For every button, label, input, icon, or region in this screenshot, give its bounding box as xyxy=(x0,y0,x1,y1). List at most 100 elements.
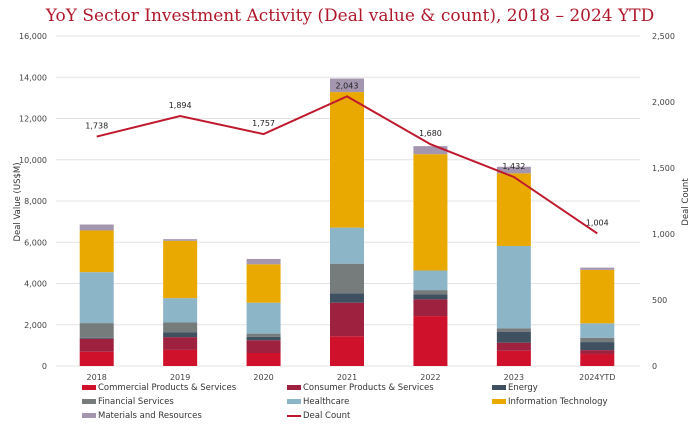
legend-swatch xyxy=(287,385,301,390)
y2-tick-label: 1,000 xyxy=(652,230,675,239)
legend-item: Commercial Products & Services xyxy=(82,381,287,394)
y2-tick-label: 2,000 xyxy=(652,98,675,107)
legend-label: Consumer Products & Services xyxy=(303,382,434,393)
y-tick-label: 8,000 xyxy=(24,197,47,206)
bar-segment xyxy=(246,340,281,354)
bar-segment xyxy=(330,302,364,337)
bar-segment xyxy=(413,154,448,271)
y-tick-label: 14,000 xyxy=(19,73,47,82)
y-tick-label: 4,000 xyxy=(24,280,47,289)
y-axis-title: Deal Value (US$M) xyxy=(13,162,23,241)
legend-label: Materials and Resources xyxy=(98,410,202,421)
legend-label: Financial Services xyxy=(98,396,174,407)
bar-segment xyxy=(413,146,448,155)
y-tick-label: 2,000 xyxy=(24,321,47,330)
bar-segment xyxy=(163,240,198,299)
bar-segment xyxy=(246,264,281,303)
x-tick-label: 2020 xyxy=(253,373,273,382)
bar-segment xyxy=(79,351,114,366)
legend-label: Energy xyxy=(508,382,538,393)
data-label: 1,432 xyxy=(502,162,525,171)
bar-stack xyxy=(79,224,114,366)
x-tick-label: 2021 xyxy=(337,373,357,382)
bar-segment xyxy=(163,239,198,241)
y2-tick-label: 0 xyxy=(652,362,657,371)
legend-line-swatch xyxy=(287,414,301,417)
bar-segment xyxy=(496,328,531,332)
y2-tick-label: 2,500 xyxy=(652,32,675,41)
bar-segment xyxy=(580,267,615,270)
bar-stack xyxy=(496,166,531,366)
legend-swatch xyxy=(82,385,96,390)
y-tick-label: 10,000 xyxy=(19,156,47,165)
bar-segment xyxy=(79,230,114,273)
bar-segment xyxy=(79,323,114,338)
data-label: 1,004 xyxy=(586,218,609,227)
y-axis-left: 0 2,000 4,000 6,000 8,000 10,000 12,000 14,000 1… xyxy=(19,32,47,371)
bar-segment xyxy=(246,333,281,337)
x-tick-label: 2018 xyxy=(87,373,107,382)
bar-stack xyxy=(246,258,281,366)
bar-segment xyxy=(580,342,615,351)
bar-segment xyxy=(413,294,448,300)
deal-count-line: 1,738 1,894 1,757 2,043 1,680 1,432 1,004 xyxy=(85,81,609,235)
x-axis: 2018 2019 2020 2021 2022 2023 2024YTD xyxy=(87,373,616,382)
legend-label: Deal Count xyxy=(303,410,351,421)
bar-segment xyxy=(246,336,281,341)
bar-segment xyxy=(79,338,114,352)
y2-axis-title: Deal Count xyxy=(681,178,691,226)
y-tick-label: 6,000 xyxy=(24,238,47,247)
bar-segment xyxy=(330,263,364,294)
bar-segment xyxy=(163,349,198,366)
legend-item: Financial Services xyxy=(82,395,287,408)
y-axis-right: 0 500 1,000 1,500 2,000 2,500 xyxy=(652,32,675,371)
y-tick-label: 16,000 xyxy=(19,32,47,41)
legend-item: Healthcare xyxy=(287,395,492,408)
bar-segment xyxy=(163,337,198,350)
legend-item: Consumer Products & Services xyxy=(287,381,492,394)
bar-segment xyxy=(79,224,114,231)
bar-segment xyxy=(163,322,198,333)
bar-segment xyxy=(79,337,114,339)
bar-segment xyxy=(330,336,364,366)
data-label: 2,043 xyxy=(336,81,359,90)
legend-label: Commercial Products & Services xyxy=(98,382,237,393)
bar-segment xyxy=(246,353,281,366)
bar-series xyxy=(79,78,615,366)
data-label: 1,738 xyxy=(85,122,108,131)
bar-segment xyxy=(496,245,531,329)
legend-item: Information Technology xyxy=(492,395,642,408)
legend-item: Deal Count xyxy=(287,409,492,422)
bar-stack xyxy=(330,78,364,366)
x-tick-label: 2024YTD xyxy=(579,373,615,382)
legend-swatch xyxy=(492,385,506,390)
legend-swatch xyxy=(82,399,96,404)
legend-swatch xyxy=(82,413,96,418)
bar-segment xyxy=(246,302,281,334)
legend-swatch xyxy=(287,399,301,404)
bar-segment xyxy=(163,332,198,338)
bar-segment xyxy=(413,299,448,317)
data-label: 1,894 xyxy=(169,101,192,110)
y-tick-label: 12,000 xyxy=(19,115,47,124)
bar-segment xyxy=(580,337,615,343)
bar-segment xyxy=(79,272,114,324)
bar-segment xyxy=(246,258,281,265)
x-tick-label: 2019 xyxy=(170,373,190,382)
bar-segment xyxy=(580,354,615,366)
bar-segment xyxy=(580,350,615,355)
data-label: 1,757 xyxy=(252,119,275,128)
bar-segment xyxy=(580,269,615,324)
data-label: 1,680 xyxy=(419,129,442,138)
bar-segment xyxy=(580,323,615,338)
bar-stack xyxy=(580,267,615,366)
x-tick-label: 2022 xyxy=(420,373,440,382)
legend-item: Energy xyxy=(492,381,642,394)
x-tick-label: 2023 xyxy=(504,373,524,382)
bar-segment xyxy=(163,298,198,323)
y2-tick-label: 500 xyxy=(652,296,667,305)
legend-item: Materials and Resources xyxy=(82,409,287,422)
bar-segment xyxy=(496,166,531,174)
bar-segment xyxy=(330,92,364,228)
